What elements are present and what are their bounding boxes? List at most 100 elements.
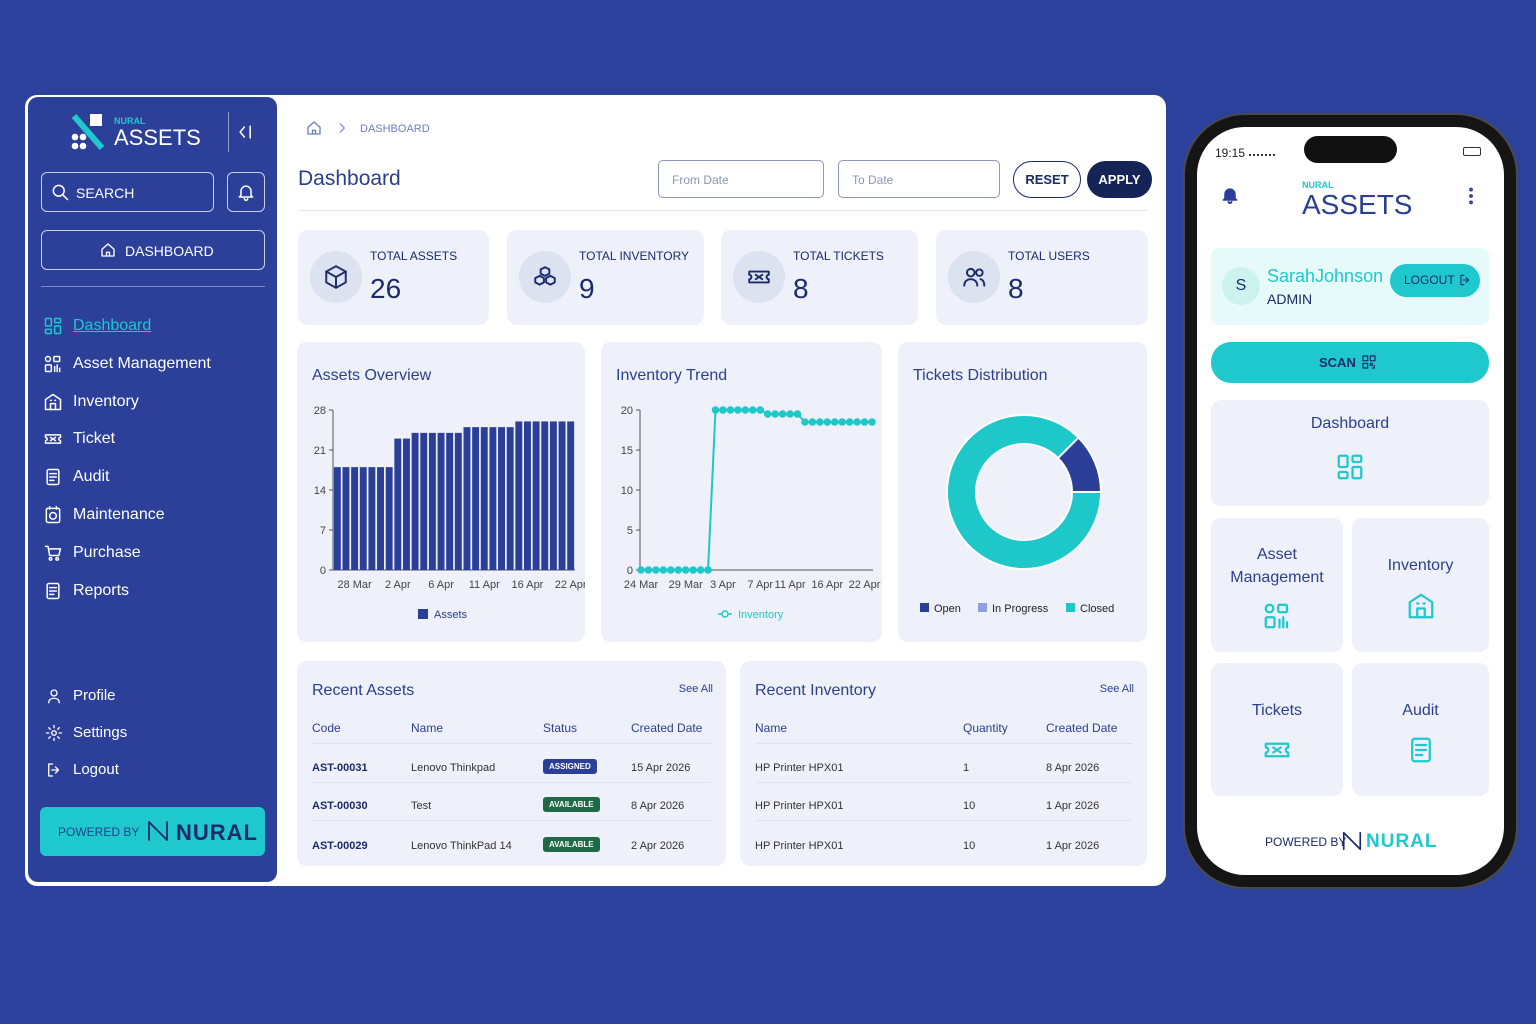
- mobile-tile[interactable]: Dashboard: [1211, 400, 1489, 506]
- y-tick-label: 15: [621, 445, 633, 457]
- brand-small: NURAL: [114, 116, 146, 126]
- status-badge: AVAILABLE: [543, 797, 600, 812]
- tile-label: Asset Management: [1230, 546, 1324, 586]
- menu-icon-part: [55, 556, 60, 561]
- menu-item[interactable]: Inventory: [73, 393, 139, 410]
- logout-icon: [1460, 274, 1470, 286]
- stat-icon-part: [754, 273, 764, 281]
- tile-label: Audit: [1402, 702, 1439, 719]
- chart-title: Assets Overview: [312, 367, 432, 384]
- user-card: S SarahJohnson ADMIN LOGOUT: [1211, 248, 1489, 325]
- logout-label: LOGOUT: [1404, 273, 1455, 287]
- stat-icon-part: [963, 278, 979, 287]
- stat-card: TOTAL USERS 8: [936, 230, 1148, 325]
- legend-label: Open: [934, 603, 961, 615]
- menu-item[interactable]: Asset Management: [73, 355, 211, 372]
- stat-label: TOTAL TICKETS: [793, 249, 884, 263]
- table-cell: 1 Apr 2026: [1046, 840, 1100, 852]
- bottom-menu-item[interactable]: Logout: [73, 761, 119, 778]
- menu-icon: [46, 468, 60, 486]
- breadcrumb-current[interactable]: DASHBOARD: [360, 123, 430, 135]
- header-separator: [298, 210, 1148, 211]
- menu-icon-part: [44, 434, 62, 444]
- point: [830, 418, 839, 426]
- menu-item[interactable]: Ticket: [73, 430, 116, 447]
- table-cell: AST-00030: [312, 800, 368, 812]
- mobile-nural-mark-part: [1342, 831, 1362, 851]
- menu-icon-part: [45, 507, 61, 524]
- mobile-tile[interactable]: Inventory: [1352, 518, 1489, 652]
- see-all-link[interactable]: See All: [1099, 683, 1134, 695]
- logo: [71, 114, 105, 150]
- tile-icon-part: [1337, 470, 1349, 480]
- point: [808, 418, 817, 426]
- reset-button[interactable]: RESET: [1013, 161, 1081, 198]
- brand: ASSETS: [114, 125, 201, 150]
- point: [756, 406, 765, 414]
- tile-icon-part: [1351, 465, 1363, 480]
- chart: 0 7 14 21 28 28 Mar 2 Apr 6 Apr 11 Apr 16 Apr 22 A…: [314, 405, 585, 621]
- tile-icon-part: [1264, 616, 1276, 629]
- tile-label: Tickets: [1251, 702, 1303, 719]
- menu-item[interactable]: Dashboard: [73, 317, 152, 334]
- breadcrumb-chevron-part: [339, 123, 345, 133]
- menu-icon-part: [44, 328, 53, 335]
- menu-item[interactable]: Maintenance: [73, 506, 165, 523]
- mobile-tile[interactable]: Tickets: [1211, 663, 1343, 796]
- breadcrumb-home-part: [311, 129, 317, 135]
- y-tick-label: 5: [627, 525, 633, 537]
- powered-by-label: POWERED BY: [58, 825, 140, 839]
- menu-item[interactable]: Audit: [73, 468, 110, 485]
- to-date-input[interactable]: To Date: [838, 160, 1000, 198]
- row-separator: [312, 820, 711, 821]
- legend-swatch: [978, 603, 987, 612]
- collapse-button: [239, 125, 251, 139]
- x-tick-label: 16 Apr: [512, 579, 544, 591]
- menu-item[interactable]: Purchase: [73, 544, 141, 561]
- scan-button[interactable]: SCAN: [1211, 342, 1489, 383]
- menu-icon-part: [53, 364, 61, 373]
- point: [696, 566, 705, 574]
- tile-icon-part: [1264, 742, 1290, 758]
- bottom-menu-icon-part: [50, 689, 58, 697]
- menu-item[interactable]: Reports: [73, 582, 130, 599]
- menu-icon-part: [53, 317, 62, 324]
- menu-icon-part: [48, 586, 58, 596]
- see-all-link[interactable]: See All: [678, 683, 713, 695]
- bar: [524, 421, 531, 570]
- stat-value: 8: [1008, 273, 1024, 304]
- x-tick-label: 2 Apr: [385, 579, 411, 591]
- bottom-menu-item[interactable]: Settings: [73, 724, 128, 741]
- point: [845, 418, 854, 426]
- menu-icon: [45, 505, 61, 524]
- y-tick-label: 0: [320, 565, 326, 577]
- from-date-input[interactable]: From Date: [658, 160, 824, 198]
- point: [860, 418, 869, 426]
- x-tick-label: 11 Apr: [469, 579, 500, 591]
- bar: [446, 432, 454, 570]
- point: [644, 566, 653, 574]
- notification-button[interactable]: [227, 172, 265, 212]
- tile-icon-part: [1351, 454, 1363, 464]
- status-badge: AVAILABLE: [543, 837, 600, 852]
- battery: [1463, 147, 1481, 156]
- stat-value: 26: [370, 273, 402, 304]
- bottom-menu-item[interactable]: Profile: [73, 687, 116, 704]
- tile-icon: [1264, 603, 1289, 629]
- mobile-tile[interactable]: Asset Management: [1211, 518, 1343, 652]
- tile-icon-part: [1337, 454, 1349, 469]
- search-box[interactable]: SEARCH: [41, 172, 214, 212]
- point: [778, 410, 787, 418]
- dashboard-button[interactable]: DASHBOARD: [41, 230, 265, 270]
- chart: Open In Progress Closed: [920, 414, 1114, 615]
- apply-button[interactable]: APPLY: [1087, 161, 1152, 198]
- y-tick-label: 20: [621, 405, 633, 417]
- chart-card: Inventory Trend 0 5 10 15 20 Inventory 24 Mar 29…: [601, 342, 882, 642]
- table-cell: 10: [963, 800, 976, 812]
- mobile-bell-part: [1227, 200, 1233, 205]
- mobile-tile[interactable]: Audit: [1352, 663, 1489, 796]
- menu-icon-part: [46, 582, 60, 600]
- logout-button[interactable]: LOGOUT: [1390, 264, 1480, 297]
